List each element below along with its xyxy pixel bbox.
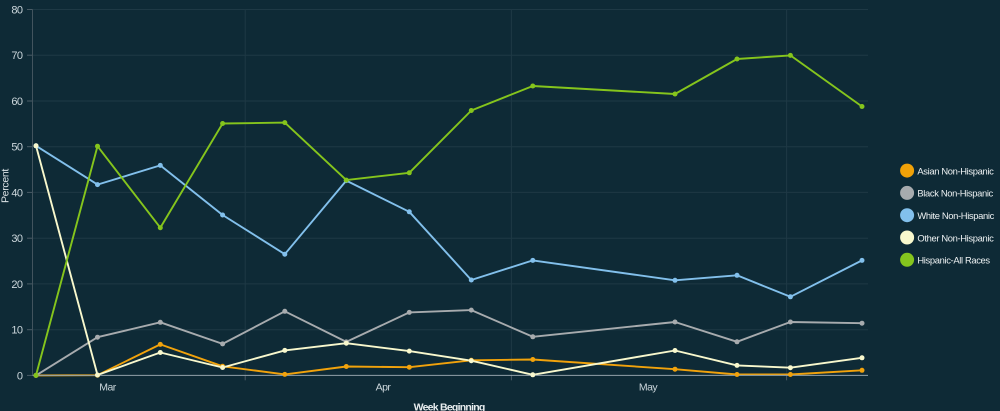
svg-text:10: 10 (11, 325, 23, 337)
svg-text:White Non-Hispanic: White Non-Hispanic (917, 210, 994, 221)
svg-text:50: 50 (11, 142, 23, 154)
svg-text:30: 30 (11, 233, 23, 245)
svg-text:May: May (639, 382, 659, 394)
svg-text:Other Non-Hispanic: Other Non-Hispanic (917, 232, 994, 243)
svg-text:Percent: Percent (0, 169, 12, 203)
svg-text:Black Non-Hispanic: Black Non-Hispanic (917, 188, 993, 199)
svg-text:Week Beginning: Week Beginning (414, 401, 485, 411)
svg-text:70: 70 (11, 50, 23, 62)
svg-text:60: 60 (11, 96, 23, 108)
svg-text:Mar: Mar (99, 382, 117, 394)
svg-text:Asian Non-Hispanic: Asian Non-Hispanic (917, 165, 994, 176)
svg-text:Hispanic-All Races: Hispanic-All Races (917, 255, 990, 266)
svg-text:Apr: Apr (376, 382, 392, 394)
svg-text:40: 40 (11, 187, 23, 199)
svg-text:20: 20 (11, 279, 23, 291)
svg-text:0: 0 (17, 370, 23, 382)
svg-text:80: 80 (11, 4, 23, 16)
